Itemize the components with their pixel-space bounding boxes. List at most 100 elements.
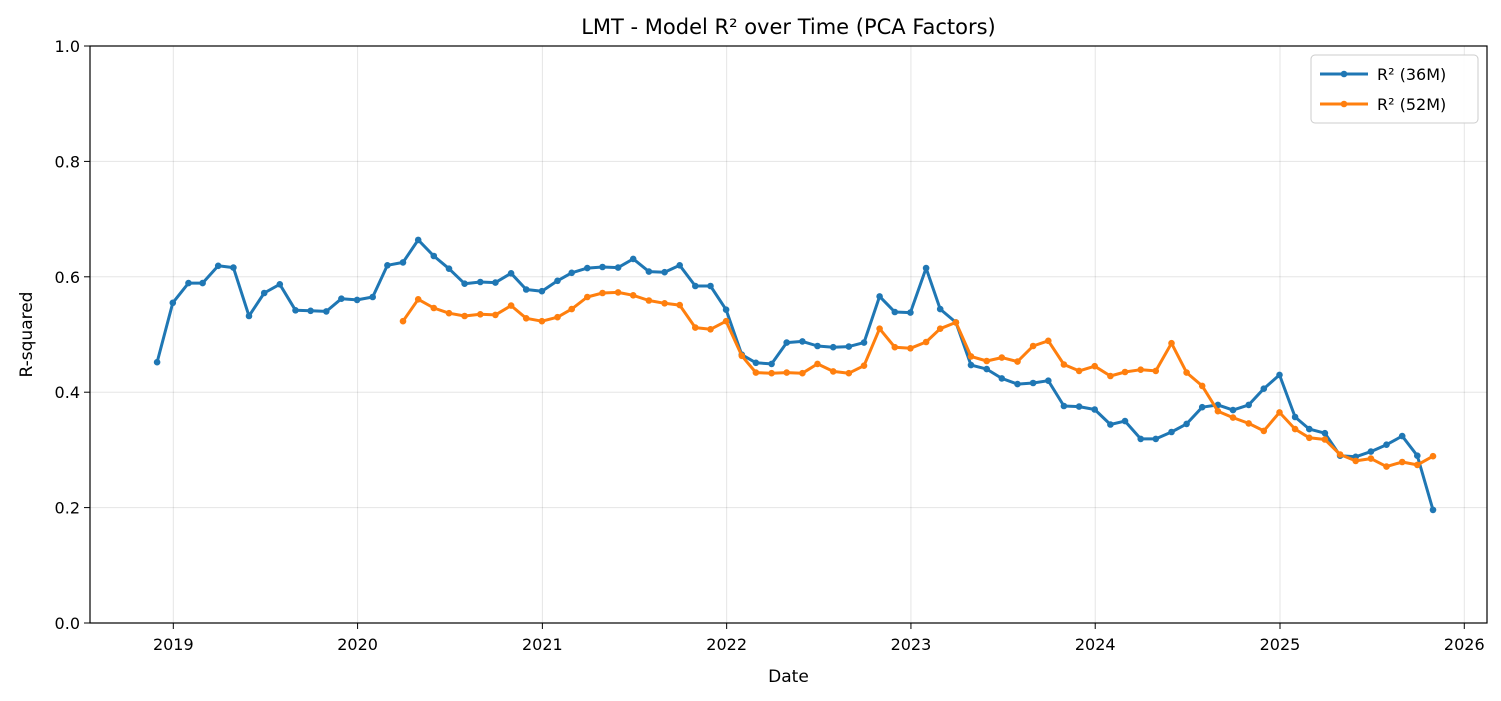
data-point	[967, 361, 975, 369]
data-point	[492, 311, 499, 319]
data-point	[768, 369, 775, 377]
data-point	[153, 358, 161, 366]
x-tick-label: 2024	[1075, 635, 1116, 654]
y-tick-label: 0.4	[55, 383, 80, 402]
data-point	[1414, 461, 1421, 469]
x-tick-label: 2021	[522, 635, 563, 654]
data-point	[214, 262, 222, 270]
data-point	[1045, 337, 1052, 345]
data-point	[829, 343, 837, 351]
data-point	[1107, 421, 1114, 428]
data-point	[477, 311, 484, 318]
data-point	[1029, 379, 1037, 387]
data-point	[445, 265, 453, 273]
y-tick-label: 0.8	[55, 152, 80, 171]
data-point	[492, 279, 499, 286]
data-point	[1183, 420, 1190, 428]
series-2	[399, 289, 1437, 470]
data-point	[922, 338, 930, 346]
data-point	[876, 293, 883, 300]
data-point	[522, 315, 530, 322]
data-point	[599, 289, 606, 297]
legend-label: R² (52M)	[1377, 95, 1446, 114]
data-point	[707, 282, 714, 290]
data-point	[260, 289, 268, 297]
data-point	[1091, 362, 1098, 370]
data-point	[307, 307, 314, 315]
data-point	[1306, 434, 1313, 442]
data-point	[1352, 457, 1359, 465]
data-point	[1152, 435, 1160, 443]
data-point	[430, 304, 438, 312]
data-point	[230, 264, 237, 271]
data-point	[1121, 417, 1129, 425]
data-point	[814, 360, 821, 368]
data-point	[1060, 402, 1068, 410]
data-point	[414, 236, 422, 244]
x-tick-label: 2023	[891, 635, 932, 654]
data-point	[1321, 436, 1329, 443]
legend-swatch-marker	[1340, 70, 1348, 78]
data-point	[891, 343, 899, 351]
data-point	[645, 268, 653, 275]
legend: R² (36M) R² (52M)	[1310, 54, 1479, 124]
data-point	[1152, 367, 1160, 375]
data-point	[936, 325, 944, 333]
data-point	[445, 309, 453, 317]
data-point	[645, 297, 653, 304]
data-point	[1260, 427, 1268, 435]
data-point	[936, 305, 944, 313]
data-point	[1291, 425, 1299, 433]
data-point	[1137, 435, 1144, 443]
data-point	[907, 309, 914, 316]
data-point	[614, 289, 622, 296]
data-point	[1398, 432, 1406, 440]
legend-box	[1310, 54, 1479, 124]
data-point	[722, 317, 730, 325]
data-point	[461, 312, 468, 320]
data-point	[661, 300, 668, 307]
data-point	[245, 312, 253, 320]
data-point	[1414, 452, 1421, 460]
data-point	[676, 301, 683, 309]
data-point	[276, 281, 284, 288]
y-tick-label: 0.0	[55, 614, 80, 633]
data-point	[1429, 506, 1437, 514]
data-point	[1276, 409, 1283, 416]
data-point	[1291, 413, 1299, 421]
x-tick-label: 2026	[1444, 635, 1485, 654]
grid-lines	[90, 45, 1487, 624]
series-line	[155, 238, 1435, 511]
data-point	[860, 362, 868, 370]
data-point	[845, 343, 853, 350]
data-point	[1214, 407, 1222, 415]
data-point	[967, 353, 975, 360]
data-point	[522, 286, 530, 293]
data-point	[554, 277, 561, 285]
data-point	[538, 317, 546, 325]
data-point	[1107, 372, 1114, 380]
legend-swatch-marker	[1340, 100, 1348, 108]
series-layer	[153, 236, 1437, 514]
data-point	[199, 279, 206, 287]
data-point	[1075, 403, 1083, 410]
legend-label: R² (36M)	[1377, 65, 1446, 84]
data-point	[399, 317, 407, 325]
series-1	[153, 236, 1437, 514]
data-point	[338, 295, 345, 303]
data-point	[783, 339, 790, 346]
axis-ticks: 0.0 0.2 0.4 0.6 0.8 1.0 2019 2020 2021 2022 2023 20…	[55, 37, 1485, 654]
data-point	[629, 292, 637, 299]
data-point	[983, 357, 990, 365]
data-point	[768, 360, 775, 368]
data-point	[1306, 425, 1313, 433]
x-tick-label: 2020	[337, 635, 378, 654]
data-point	[1398, 458, 1406, 466]
data-point	[292, 307, 299, 314]
data-point	[1276, 371, 1283, 379]
data-point	[952, 319, 960, 326]
data-point	[554, 313, 561, 321]
data-point	[752, 359, 760, 367]
data-point	[414, 296, 422, 303]
data-point	[1229, 414, 1237, 421]
